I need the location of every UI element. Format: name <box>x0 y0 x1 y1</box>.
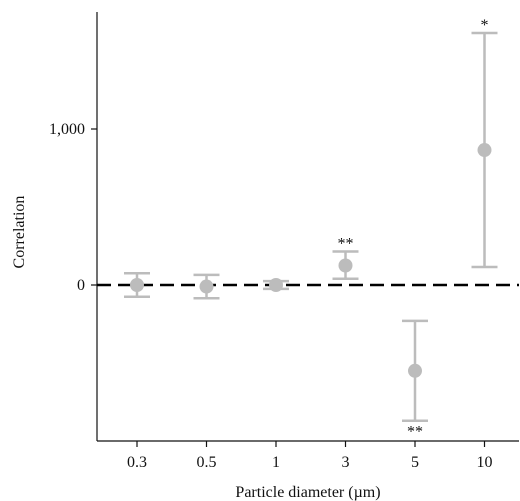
y-axis-label: Correlation <box>11 196 28 269</box>
significance-label: * <box>481 17 489 34</box>
significance-label: ** <box>407 424 423 441</box>
data-point <box>130 278 144 292</box>
data-point <box>199 279 214 294</box>
y-ticks: 0 1,000 <box>49 121 97 294</box>
x-tick-label: 3 <box>342 454 350 471</box>
x-axis-label: Particle diameter (µm) <box>235 484 380 501</box>
data-point <box>338 258 353 273</box>
x-tick-label: 0.5 <box>197 454 217 471</box>
y-tick-label: 1,000 <box>49 121 85 138</box>
x-ticks: 0.3 0.5 1 3 5 10 <box>127 441 493 471</box>
x-tick-label: 5 <box>411 454 419 471</box>
data-marks: ***** <box>124 17 498 441</box>
data-point <box>477 143 492 158</box>
x-tick-label: 10 <box>477 454 493 471</box>
significance-label: ** <box>338 235 354 252</box>
axes <box>96 12 519 442</box>
data-point <box>408 363 422 378</box>
data-point <box>269 278 283 292</box>
x-tick-label: 0.3 <box>127 454 147 471</box>
y-tick-label: 0 <box>77 277 85 294</box>
x-tick-label: 1 <box>272 454 280 471</box>
